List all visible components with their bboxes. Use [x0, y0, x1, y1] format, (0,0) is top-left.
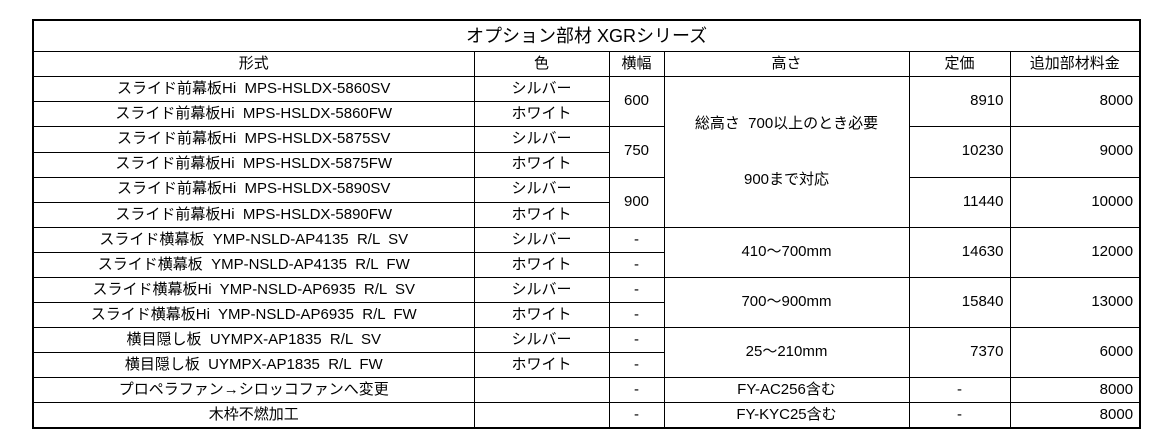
color-cell: ホワイト	[473, 352, 610, 378]
model-cell: スライド前幕板Hi MPS-HSLDX-5890FW	[32, 202, 475, 228]
height-cell: FY-AC256含む	[663, 377, 910, 403]
fee-cell: 8000	[1009, 402, 1141, 429]
model-cell: 木枠不燃加工	[32, 402, 475, 429]
title-row: オプション部材 XGRシリーズ	[32, 19, 1141, 52]
col-header-price: 定価	[908, 51, 1011, 77]
height-cell: FY-KYC25含む	[663, 402, 910, 429]
table-row: 横目隠し板 UYMPX-AP1835 R/L FW ホワイト -	[32, 352, 1140, 378]
color-cell: ホワイト	[473, 202, 610, 228]
width-cell: 750	[608, 126, 665, 178]
height-cell: 700～900mm	[663, 277, 910, 328]
price-cell: 7370	[908, 327, 1011, 378]
price-cell: 14630	[908, 227, 1011, 278]
col-header-color: 色	[473, 51, 610, 77]
model-cell: スライド横幕板Hi YMP-NSLD-AP6935 R/L SV	[32, 277, 475, 303]
color-cell	[473, 402, 610, 429]
fee-cell: 13000	[1009, 277, 1141, 328]
height-cell: 総高さ 700以上のとき必要 900まで対応	[663, 76, 910, 228]
price-cell: -	[908, 377, 1011, 403]
table-row: 木枠不燃加工 - FY-KYC25含む - 8000	[32, 402, 1141, 429]
table-row: スライド前幕板Hi MPS-HSLDX-5890SV シルバー 900 1144…	[32, 176, 1141, 228]
color-cell: シルバー	[473, 126, 610, 153]
color-cell	[473, 377, 610, 403]
model-cell: スライド横幕板 YMP-NSLD-AP4135 R/L SV	[32, 227, 475, 253]
width-cell: -	[608, 277, 665, 303]
color-cell: ホワイト	[473, 151, 610, 178]
col-header-height: 高さ	[663, 51, 910, 77]
height-note-line2: 900まで対応	[743, 170, 830, 188]
model-cell: スライド横幕板Hi YMP-NSLD-AP6935 R/L FW	[32, 302, 475, 328]
table-row: スライド前幕板Hi MPS-HSLDX-5875SV シルバー 750 1023…	[32, 126, 1141, 178]
color-cell: シルバー	[473, 176, 610, 203]
height-cell: 25～210mm	[663, 327, 910, 378]
table-row: スライド横幕板 YMP-NSLD-AP4135 R/L SV シルバー - 41…	[32, 227, 1141, 278]
width-cell: -	[608, 377, 665, 403]
price-cell: 15840	[908, 277, 1011, 328]
option-parts-table: オプション部材 XGRシリーズ 形式 色 横幅 高さ 定価 追加部材料金 スライ…	[32, 19, 1142, 429]
table-row: スライド横幕板 YMP-NSLD-AP4135 R/L FW ホワイト -	[32, 252, 1140, 278]
fee-cell: 12000	[1009, 227, 1141, 278]
col-header-width: 横幅	[608, 51, 665, 77]
col-header-model: 形式	[32, 51, 475, 77]
price-cell: 10230	[908, 126, 1011, 178]
model-cell: スライド前幕板Hi MPS-HSLDX-5890SV	[32, 176, 475, 203]
width-cell: -	[608, 302, 665, 328]
price-cell: -	[908, 402, 1011, 429]
model-cell: スライド前幕板Hi MPS-HSLDX-5860SV	[32, 76, 475, 102]
model-cell: スライド横幕板 YMP-NSLD-AP4135 R/L FW	[32, 252, 475, 278]
color-cell: ホワイト	[473, 302, 610, 328]
model-cell: スライド前幕板Hi MPS-HSLDX-5860FW	[32, 101, 475, 127]
color-cell: シルバー	[473, 277, 610, 303]
width-cell: -	[608, 227, 665, 253]
col-header-fee: 追加部材料金	[1009, 51, 1141, 77]
table-row: スライド前幕板Hi MPS-HSLDX-5860SV シルバー 600 総高さ …	[32, 76, 1141, 228]
width-cell: -	[608, 402, 665, 429]
color-cell: シルバー	[473, 227, 610, 253]
color-cell: シルバー	[473, 76, 610, 102]
model-cell: スライド前幕板Hi MPS-HSLDX-5875FW	[32, 151, 475, 178]
fee-cell: 8000	[1009, 76, 1141, 127]
fee-cell: 9000	[1009, 126, 1141, 178]
width-cell: -	[608, 352, 665, 378]
table-row: 横目隠し板 UYMPX-AP1835 R/L SV シルバー - 25～210m…	[32, 327, 1141, 378]
fee-cell: 10000	[1009, 176, 1141, 228]
height-cell: 410～700mm	[663, 227, 910, 278]
model-cell: 横目隠し板 UYMPX-AP1835 R/L FW	[32, 352, 475, 378]
width-cell: -	[608, 327, 665, 353]
height-note-line1: 総高さ 700以上のとき必要	[694, 114, 879, 132]
fee-cell: 8000	[1009, 377, 1141, 403]
color-cell: シルバー	[473, 327, 610, 353]
width-cell: 600	[608, 76, 665, 127]
header-row: 形式 色 横幅 高さ 定価 追加部材料金	[32, 51, 1141, 77]
width-cell: 900	[608, 176, 665, 228]
width-cell: -	[608, 252, 665, 278]
price-cell: 11440	[908, 176, 1011, 228]
table-title: オプション部材 XGRシリーズ	[32, 19, 1141, 52]
fee-cell: 6000	[1009, 327, 1141, 378]
price-cell: 8910	[908, 76, 1011, 127]
model-cell: 横目隠し板 UYMPX-AP1835 R/L SV	[32, 327, 475, 353]
table-row: スライド前幕板Hi MPS-HSLDX-5875FW ホワイト	[32, 151, 1140, 178]
model-cell: プロペラファン→シロッコファンへ変更	[32, 377, 475, 403]
table-row: スライド前幕板Hi MPS-HSLDX-5890FW ホワイト	[32, 202, 1140, 228]
model-cell: スライド前幕板Hi MPS-HSLDX-5875SV	[32, 126, 475, 153]
table-row: プロペラファン→シロッコファンへ変更 - FY-AC256含む - 8000	[32, 377, 1141, 403]
color-cell: ホワイト	[473, 101, 610, 127]
table-row: スライド横幕板Hi YMP-NSLD-AP6935 R/L SV シルバー - …	[32, 277, 1141, 328]
color-cell: ホワイト	[473, 252, 610, 278]
table-row: スライド前幕板Hi MPS-HSLDX-5860FW ホワイト	[32, 101, 1140, 127]
